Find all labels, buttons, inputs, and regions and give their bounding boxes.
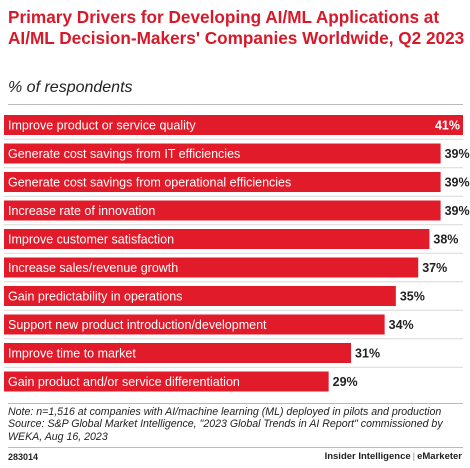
bar-value-label: 34% bbox=[389, 318, 414, 332]
bar bbox=[4, 314, 385, 335]
bar-value-label: 29% bbox=[333, 375, 358, 389]
bar-category-label: Increase sales/revenue growth bbox=[8, 261, 178, 275]
bar-category-label: Generate cost savings from operational e… bbox=[8, 176, 291, 190]
brand-credit: Insider Intelligence | eMarketer bbox=[325, 451, 462, 462]
brand-left: Insider Intelligence bbox=[324, 451, 411, 462]
bar bbox=[4, 371, 329, 392]
bar-value-label: 41% bbox=[435, 119, 460, 133]
bar-value-label: 39% bbox=[445, 147, 470, 161]
bar bbox=[4, 200, 441, 221]
bar-value-label: 35% bbox=[400, 290, 425, 304]
bar bbox=[4, 143, 441, 164]
footer-divider bbox=[8, 447, 463, 448]
bar bbox=[4, 343, 352, 363]
chart-id: 283014 bbox=[8, 452, 39, 462]
bar-category-label: Gain product and/or service differentiat… bbox=[8, 375, 240, 389]
bar-category-label: Improve product or service quality bbox=[8, 119, 196, 133]
bar bbox=[4, 257, 419, 278]
bottom-divider bbox=[8, 403, 463, 404]
bar-category-label: Gain predictability in operations bbox=[8, 290, 182, 304]
brand-right: eMarketer bbox=[417, 451, 462, 462]
bar-value-label: 39% bbox=[445, 176, 470, 190]
bar bbox=[4, 229, 430, 249]
top-divider bbox=[8, 104, 463, 105]
bar-value-label: 39% bbox=[445, 204, 470, 218]
bar-category-label: Support new product introduction/develop… bbox=[8, 318, 267, 332]
bar-category-label: Improve customer satisfaction bbox=[8, 233, 174, 247]
bar-value-label: 37% bbox=[422, 261, 447, 275]
bar-category-label: Improve time to market bbox=[8, 347, 136, 361]
note-text: Note: n=1,516 at companies with AI/machi… bbox=[8, 406, 442, 418]
chart-subtitle: % of respondents bbox=[8, 79, 133, 96]
chart-title: Primary Drivers for Developing AI/ML App… bbox=[8, 7, 465, 48]
bar-chart: Improve product or service quality 41% Gen… bbox=[4, 115, 470, 392]
bar bbox=[4, 115, 463, 135]
bar-value-label: 31% bbox=[355, 347, 380, 361]
bar-category-label: Increase rate of innovation bbox=[8, 204, 155, 218]
bar bbox=[4, 172, 441, 192]
bar bbox=[4, 286, 396, 306]
bar-value-label: 38% bbox=[433, 233, 458, 247]
source-text: Source: S&P Global Market Intelligence, … bbox=[8, 418, 443, 443]
brand-separator: | bbox=[412, 451, 416, 462]
bar-category-label: Generate cost savings from IT efficienci… bbox=[8, 147, 240, 161]
chart-note: Note: n=1,516 at companies with AI/machi… bbox=[8, 406, 468, 443]
